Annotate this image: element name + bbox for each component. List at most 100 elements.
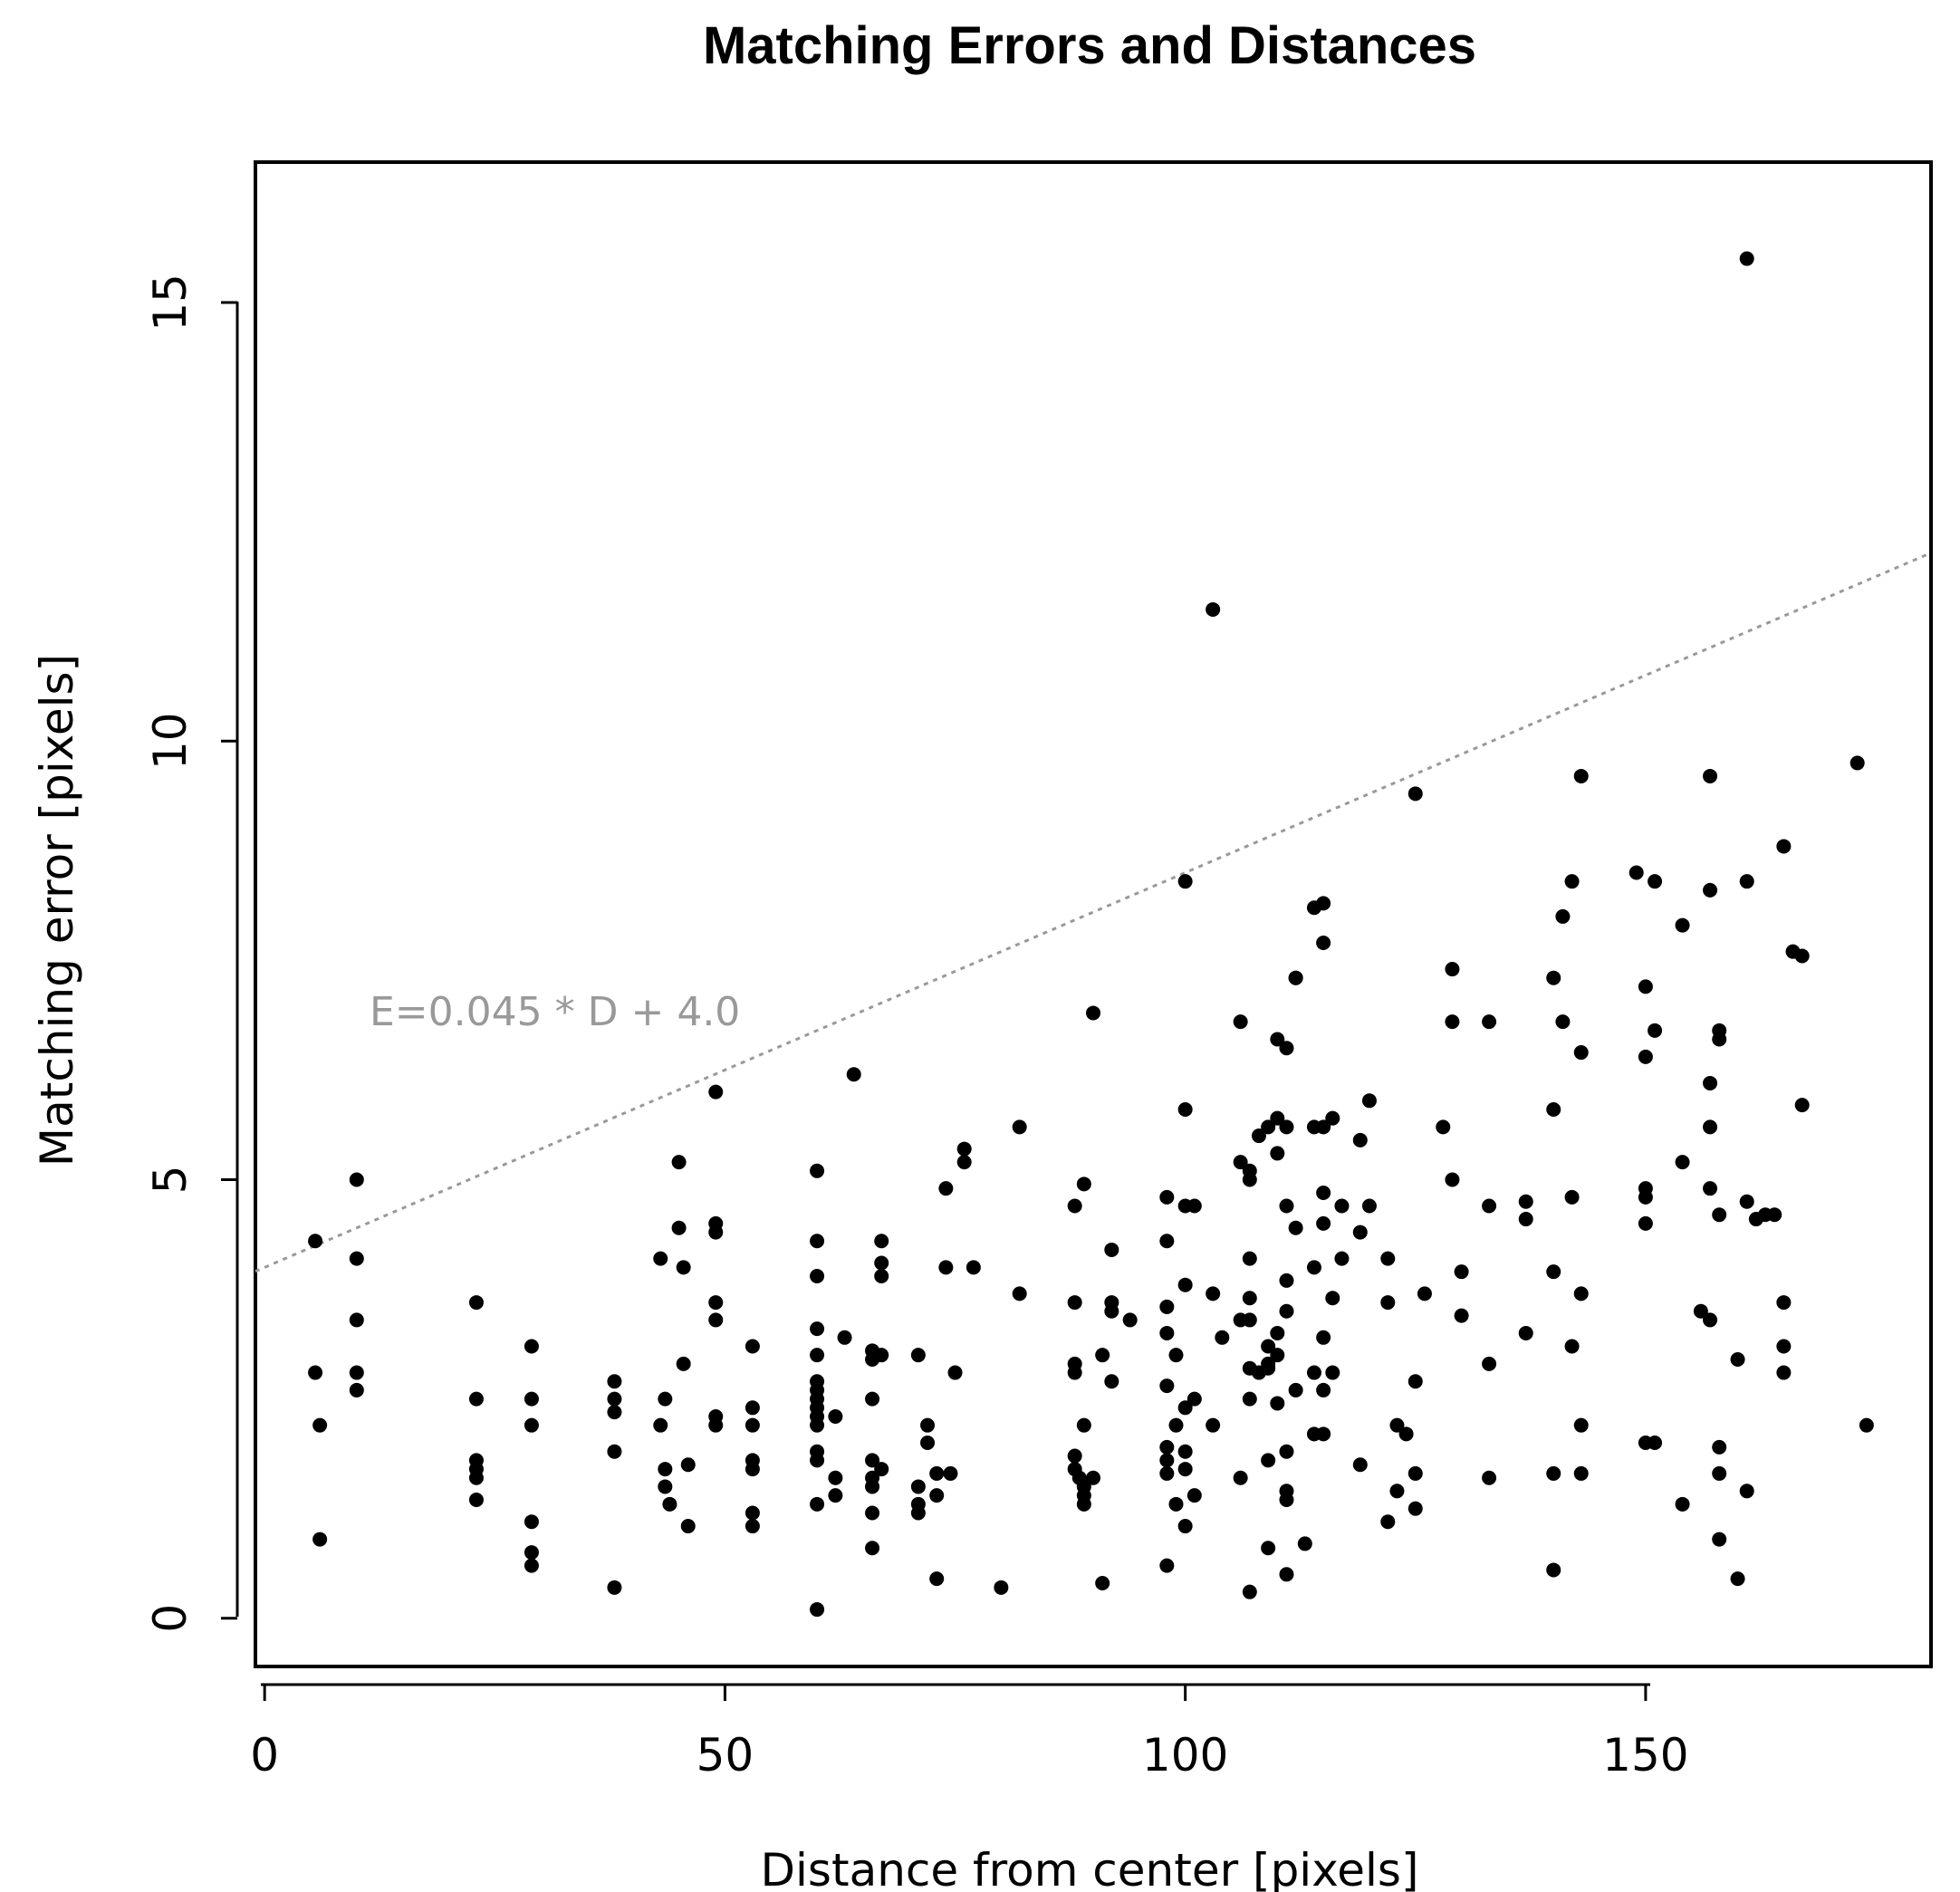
- data-point: [1206, 1286, 1221, 1301]
- data-point: [1703, 1075, 1718, 1090]
- data-point: [1675, 917, 1690, 933]
- data-point: [1389, 1417, 1405, 1433]
- y-tick-label: 15: [144, 274, 197, 331]
- data-point: [929, 1488, 945, 1503]
- data-point: [1408, 786, 1423, 802]
- data-point: [708, 1417, 724, 1433]
- data-point: [1177, 1519, 1193, 1534]
- data-point: [810, 1417, 825, 1433]
- data-point: [1306, 1260, 1321, 1275]
- data-point: [1730, 1571, 1745, 1587]
- data-point: [1159, 1325, 1175, 1340]
- data-point: [524, 1545, 539, 1561]
- data-point: [1168, 1417, 1184, 1433]
- plot-frame: [254, 160, 1933, 1668]
- data-point: [865, 1391, 880, 1407]
- data-point: [1739, 251, 1754, 266]
- data-point: [1012, 1119, 1027, 1135]
- data-point: [1445, 1014, 1460, 1030]
- data-point: [1261, 1541, 1276, 1556]
- data-point: [1850, 755, 1865, 771]
- data-point: [607, 1391, 622, 1407]
- data-point: [1546, 970, 1561, 985]
- data-point: [308, 1365, 323, 1380]
- data-point: [349, 1382, 364, 1397]
- data-point: [1693, 1303, 1708, 1319]
- data-point: [910, 1479, 926, 1494]
- data-point: [1261, 1360, 1276, 1376]
- data-point: [1168, 1348, 1184, 1363]
- data-point: [1095, 1348, 1110, 1363]
- data-point: [1316, 1426, 1331, 1442]
- data-point: [524, 1339, 539, 1354]
- x-tick-label: 50: [697, 1729, 754, 1782]
- data-point: [1546, 1562, 1561, 1578]
- data-point: [1261, 1119, 1276, 1135]
- data-point: [920, 1436, 936, 1451]
- data-point: [468, 1391, 484, 1407]
- x-tick-label: 150: [1602, 1729, 1688, 1782]
- data-point: [1767, 1207, 1782, 1223]
- data-point: [1712, 1023, 1727, 1038]
- data-point: [1573, 1417, 1589, 1433]
- data-point: [1325, 1365, 1340, 1380]
- data-point: [1482, 1470, 1497, 1485]
- data-point: [1297, 1536, 1312, 1551]
- data-point: [745, 1339, 760, 1354]
- data-point: [1067, 1295, 1082, 1311]
- data-point: [910, 1505, 926, 1521]
- data-point: [1270, 1348, 1285, 1363]
- data-point: [1206, 1417, 1221, 1433]
- data-point: [938, 1181, 954, 1196]
- data-point: [810, 1348, 825, 1363]
- y-axis-ticks: 0 5 10 15: [144, 274, 237, 1633]
- data-point: [1518, 1212, 1533, 1227]
- data-point: [929, 1465, 945, 1481]
- data-point: [865, 1479, 880, 1494]
- data-point: [810, 1453, 825, 1468]
- data-point: [1270, 1325, 1285, 1340]
- data-point: [1482, 1014, 1497, 1030]
- data-point: [1086, 1470, 1100, 1485]
- data-point: [956, 1155, 972, 1170]
- data-point: [810, 1496, 825, 1512]
- data-point: [1518, 1325, 1533, 1340]
- data-point: [810, 1321, 825, 1337]
- data-point: [1316, 1186, 1331, 1201]
- y-tick-label: 0: [144, 1604, 197, 1633]
- data-point: [929, 1571, 945, 1587]
- data-point: [828, 1470, 843, 1485]
- data-point: [1316, 1215, 1331, 1231]
- data-point: [1159, 1299, 1175, 1314]
- data-point: [1279, 1273, 1294, 1288]
- data-point: [1573, 1465, 1589, 1481]
- data-point: [1177, 1101, 1193, 1117]
- data-point: [1445, 962, 1460, 977]
- data-point: [1482, 1356, 1497, 1371]
- x-axis-ticks: 0 50 100 150: [250, 1685, 1689, 1782]
- data-point: [828, 1408, 843, 1424]
- data-point: [865, 1453, 880, 1468]
- data-point: [1288, 1220, 1303, 1235]
- data-point: [1482, 1198, 1497, 1214]
- data-point: [1270, 1032, 1285, 1047]
- data-point: [1454, 1264, 1469, 1280]
- data-point: [745, 1417, 760, 1433]
- data-point: [874, 1255, 889, 1271]
- data-point: [312, 1417, 328, 1433]
- data-point: [810, 1234, 825, 1249]
- data-point: [943, 1465, 958, 1481]
- data-point: [1555, 1014, 1571, 1030]
- fit-line-group: E=0.045 * D + 4.0: [255, 552, 1932, 1273]
- data-point: [837, 1330, 852, 1345]
- data-point: [1776, 1365, 1792, 1380]
- data-point: [1380, 1251, 1396, 1266]
- data-point: [1279, 1492, 1294, 1507]
- data-point: [1279, 1198, 1294, 1214]
- data-point: [1398, 1426, 1414, 1442]
- data-point: [1095, 1575, 1110, 1590]
- data-point: [846, 1067, 861, 1082]
- data-point: [671, 1155, 687, 1170]
- data-point: [1177, 874, 1193, 889]
